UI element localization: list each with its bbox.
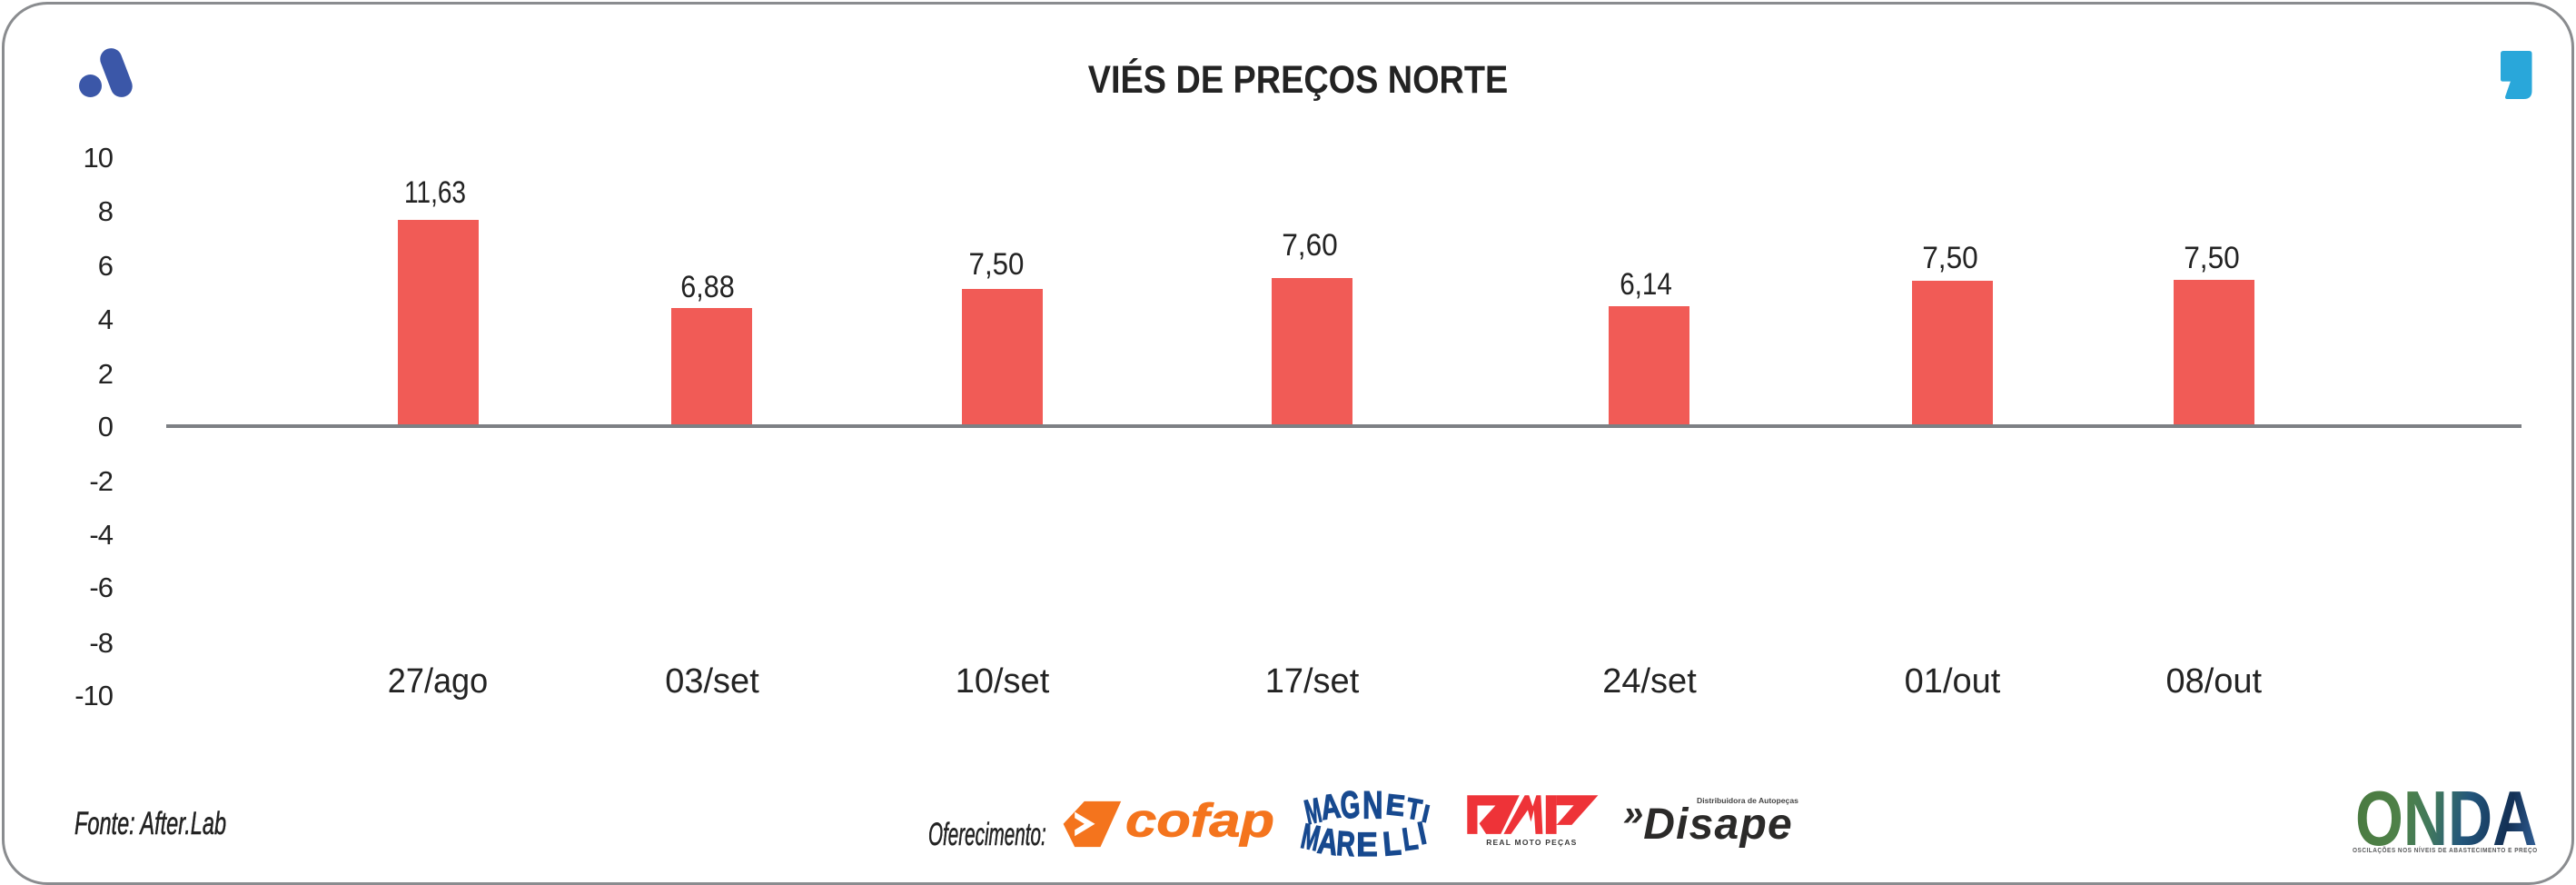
svg-text:cofap: cofap [1125, 795, 1274, 848]
svg-text:T: T [1403, 792, 1423, 827]
svg-text:G: G [1339, 783, 1362, 828]
svg-text:N: N [1362, 783, 1382, 827]
svg-text:E: E [1356, 825, 1377, 863]
svg-text:R: R [1335, 825, 1356, 863]
svg-text:L: L [1382, 824, 1402, 863]
svg-text:REAL MOTO PEÇAS: REAL MOTO PEÇAS [1486, 838, 1577, 847]
svg-text:L: L [1400, 820, 1420, 858]
svg-text:E: E [1384, 788, 1406, 822]
